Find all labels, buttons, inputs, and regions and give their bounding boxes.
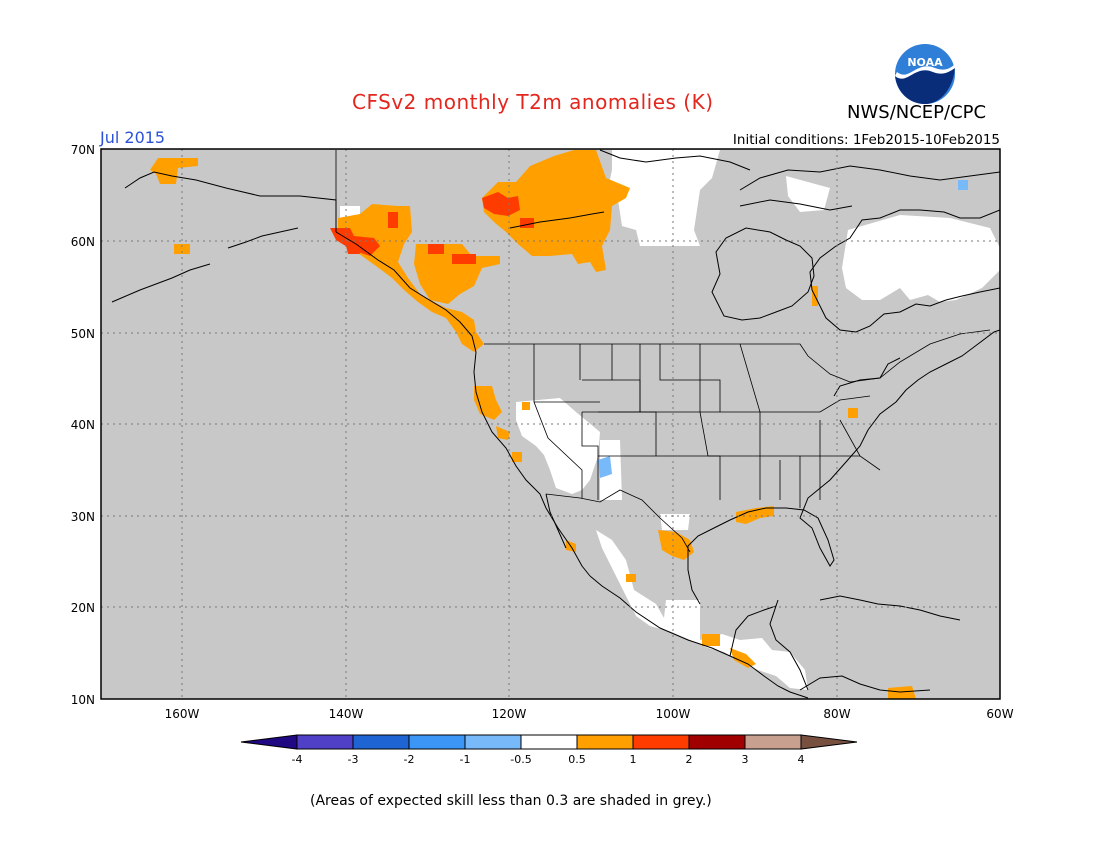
legend-tick-label: 4: [798, 753, 805, 766]
legend-tick-label: -1: [460, 753, 471, 766]
lon-label: 100W: [656, 707, 691, 721]
legend-tick-label: -4: [292, 753, 303, 766]
legend-swatch: [464, 734, 522, 750]
noaa-logo: NOAA: [894, 43, 956, 105]
legend-tick-label: 2: [686, 753, 693, 766]
month-label: Jul 2015: [100, 128, 166, 147]
lon-label: 60W: [986, 707, 1013, 721]
legend-tick-label: 1: [630, 753, 637, 766]
color-legend: -4 -3 -2 -1 -0.5 0.5 1 2 3 4: [240, 734, 858, 766]
country-and-state-borders: [335, 150, 991, 553]
lon-label: 140W: [329, 707, 364, 721]
lat-label: 30N: [71, 510, 95, 524]
map-frame: [100, 148, 1001, 700]
lat-label: 20N: [71, 601, 95, 615]
legend-swatch: [632, 734, 690, 750]
initial-conditions: Initial conditions: 1Feb2015-10Feb2015: [732, 132, 1000, 148]
coastlines: [111, 149, 1000, 699]
legend-swatch: [520, 734, 578, 750]
red-anomaly-regions: [330, 192, 534, 264]
legend-swatch: [352, 734, 410, 750]
legend-tick-label: -2: [404, 753, 415, 766]
legend-swatch: [296, 734, 354, 750]
legend-tick-label: 3: [742, 753, 749, 766]
logo-text: NOAA: [907, 56, 943, 69]
lat-label: 10N: [71, 693, 95, 707]
legend-swatch: [744, 734, 802, 750]
lon-label: 80W: [823, 707, 850, 721]
legend-tick-label: 0.5: [568, 753, 586, 766]
legend-tick-label: -3: [348, 753, 359, 766]
legend-arrow-right: [800, 734, 858, 750]
legend-tick-label: -0.5: [510, 753, 531, 766]
legend-swatch: [688, 734, 746, 750]
footnote: (Areas of expected skill less than 0.3 a…: [310, 793, 712, 809]
lat-label: 60N: [71, 235, 95, 249]
lat-label: 40N: [71, 418, 95, 432]
agency-label: NWS/NCEP/CPC: [847, 102, 987, 123]
lon-label: 120W: [492, 707, 527, 721]
lat-label: 50N: [71, 327, 95, 341]
gridlines: [101, 149, 1000, 699]
blue-anomaly-regions: [598, 180, 968, 478]
lat-label: 70N: [71, 143, 95, 157]
lon-label: 160W: [165, 707, 200, 721]
legend-swatch: [408, 734, 466, 750]
lat-axis: 70N 60N 50N 40N 30N 20N 10N: [71, 143, 95, 707]
legend-swatch: [576, 734, 634, 750]
lon-axis: 160W 140W 120W 100W 80W 60W: [165, 707, 1014, 721]
map-title: CFSv2 monthly T2m anomalies (K): [352, 90, 714, 114]
legend-arrow-left: [240, 734, 298, 750]
